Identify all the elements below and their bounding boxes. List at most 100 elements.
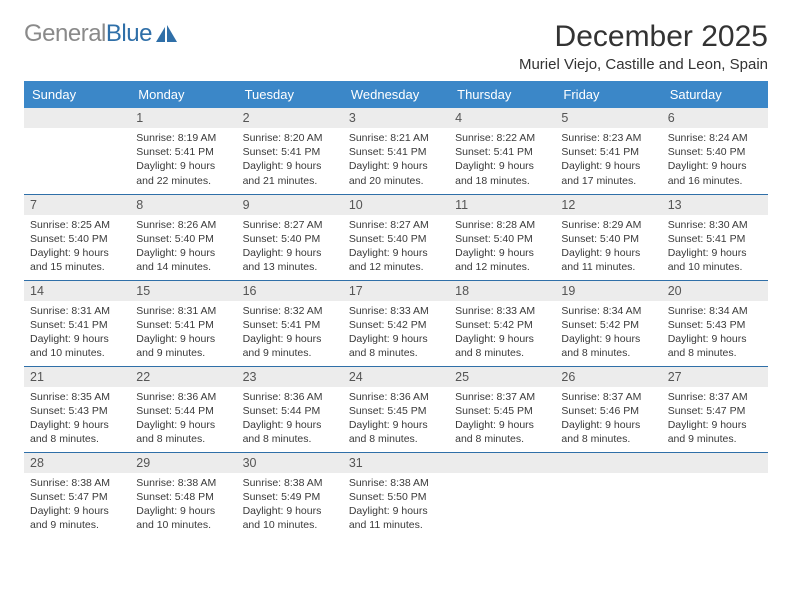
- sunset-line: Sunset: 5:41 PM: [243, 318, 337, 332]
- sunset-line: Sunset: 5:40 PM: [243, 232, 337, 246]
- day-cell: 18Sunrise: 8:33 AMSunset: 5:42 PMDayligh…: [449, 280, 555, 366]
- sunrise-line: Sunrise: 8:27 AM: [349, 218, 443, 232]
- day-number: 26: [555, 367, 661, 387]
- daylight-line: Daylight: 9 hours and 18 minutes.: [455, 159, 549, 187]
- daylight-line: Daylight: 9 hours and 8 minutes.: [455, 332, 549, 360]
- day-cell: 31Sunrise: 8:38 AMSunset: 5:50 PMDayligh…: [343, 452, 449, 538]
- sunset-line: Sunset: 5:41 PM: [136, 318, 230, 332]
- sunset-line: Sunset: 5:44 PM: [136, 404, 230, 418]
- logo-text-blue: Blue: [106, 20, 152, 48]
- daylight-line: Daylight: 9 hours and 11 minutes.: [561, 246, 655, 274]
- day-cell: 15Sunrise: 8:31 AMSunset: 5:41 PMDayligh…: [130, 280, 236, 366]
- day-info: Sunrise: 8:36 AMSunset: 5:44 PMDaylight:…: [237, 387, 343, 451]
- col-thursday: Thursday: [449, 81, 555, 108]
- week-row: 28Sunrise: 8:38 AMSunset: 5:47 PMDayligh…: [24, 452, 768, 538]
- day-info: Sunrise: 8:36 AMSunset: 5:45 PMDaylight:…: [343, 387, 449, 451]
- day-info: Sunrise: 8:38 AMSunset: 5:47 PMDaylight:…: [24, 473, 130, 537]
- logo: GeneralBlue: [24, 20, 178, 48]
- sunset-line: Sunset: 5:47 PM: [30, 490, 124, 504]
- col-friday: Friday: [555, 81, 661, 108]
- day-number: 10: [343, 195, 449, 215]
- day-info: Sunrise: 8:34 AMSunset: 5:42 PMDaylight:…: [555, 301, 661, 365]
- sunrise-line: Sunrise: 8:32 AM: [243, 304, 337, 318]
- week-row: 14Sunrise: 8:31 AMSunset: 5:41 PMDayligh…: [24, 280, 768, 366]
- day-cell: 28Sunrise: 8:38 AMSunset: 5:47 PMDayligh…: [24, 452, 130, 538]
- sunset-line: Sunset: 5:46 PM: [561, 404, 655, 418]
- day-cell: 12Sunrise: 8:29 AMSunset: 5:40 PMDayligh…: [555, 194, 661, 280]
- day-info: Sunrise: 8:36 AMSunset: 5:44 PMDaylight:…: [130, 387, 236, 451]
- daylight-line: Daylight: 9 hours and 8 minutes.: [243, 418, 337, 446]
- day-info: Sunrise: 8:23 AMSunset: 5:41 PMDaylight:…: [555, 128, 661, 192]
- day-cell: 16Sunrise: 8:32 AMSunset: 5:41 PMDayligh…: [237, 280, 343, 366]
- day-number: 16: [237, 281, 343, 301]
- col-saturday: Saturday: [662, 81, 768, 108]
- sunrise-line: Sunrise: 8:37 AM: [668, 390, 762, 404]
- day-cell: 26 Sunrise: 8:37 AMSunset: 5:46 PMDayligh…: [555, 366, 661, 452]
- day-cell: 22Sunrise: 8:36 AMSunset: 5:44 PMDayligh…: [130, 366, 236, 452]
- daylight-line: Daylight: 9 hours and 16 minutes.: [668, 159, 762, 187]
- daylight-line: Daylight: 9 hours and 17 minutes.: [561, 159, 655, 187]
- sunrise-line: Sunrise: 8:37 AM: [561, 390, 655, 404]
- day-cell: [662, 452, 768, 538]
- sunset-line: Sunset: 5:42 PM: [349, 318, 443, 332]
- daylight-line: Daylight: 9 hours and 9 minutes.: [136, 332, 230, 360]
- day-number: 27: [662, 367, 768, 387]
- sunrise-line: Sunrise: 8:25 AM: [30, 218, 124, 232]
- daylight-line: Daylight: 9 hours and 8 minutes.: [668, 332, 762, 360]
- sunset-line: Sunset: 5:41 PM: [243, 145, 337, 159]
- day-info: Sunrise: 8:19 AMSunset: 5:41 PMDaylight:…: [130, 128, 236, 192]
- day-number: 4: [449, 108, 555, 128]
- day-cell: 4Sunrise: 8:22 AMSunset: 5:41 PMDaylight…: [449, 108, 555, 194]
- sunset-line: Sunset: 5:47 PM: [668, 404, 762, 418]
- day-number: 5: [555, 108, 661, 128]
- sunrise-line: Sunrise: 8:36 AM: [243, 390, 337, 404]
- day-number: 2: [237, 108, 343, 128]
- day-number: 20: [662, 281, 768, 301]
- daylight-line: Daylight: 9 hours and 8 minutes.: [349, 332, 443, 360]
- day-number: 15: [130, 281, 236, 301]
- day-cell: 24Sunrise: 8:36 AMSunset: 5:45 PMDayligh…: [343, 366, 449, 452]
- sunrise-line: Sunrise: 8:31 AM: [30, 304, 124, 318]
- sunrise-line: Sunrise: 8:36 AM: [136, 390, 230, 404]
- day-info: Sunrise: 8:38 AMSunset: 5:50 PMDaylight:…: [343, 473, 449, 537]
- daylight-line: Daylight: 9 hours and 21 minutes.: [243, 159, 337, 187]
- day-cell: [449, 452, 555, 538]
- day-number: 25: [449, 367, 555, 387]
- day-cell: [555, 452, 661, 538]
- sunrise-line: Sunrise: 8:34 AM: [668, 304, 762, 318]
- sunrise-line: Sunrise: 8:21 AM: [349, 131, 443, 145]
- day-info: Sunrise: 8:27 AMSunset: 5:40 PMDaylight:…: [343, 215, 449, 279]
- day-cell: 8Sunrise: 8:26 AMSunset: 5:40 PMDaylight…: [130, 194, 236, 280]
- day-info: Sunrise: 8:35 AMSunset: 5:43 PMDaylight:…: [24, 387, 130, 451]
- sunset-line: Sunset: 5:44 PM: [243, 404, 337, 418]
- day-cell: 17Sunrise: 8:33 AMSunset: 5:42 PMDayligh…: [343, 280, 449, 366]
- daylight-line: Daylight: 9 hours and 8 minutes.: [561, 418, 655, 446]
- day-info: Sunrise: 8:30 AMSunset: 5:41 PMDaylight:…: [662, 215, 768, 279]
- col-sunday: Sunday: [24, 81, 130, 108]
- day-cell: [24, 108, 130, 194]
- daylight-line: Daylight: 9 hours and 9 minutes.: [243, 332, 337, 360]
- week-row: 21Sunrise: 8:35 AMSunset: 5:43 PMDayligh…: [24, 366, 768, 452]
- day-cell: 3Sunrise: 8:21 AMSunset: 5:41 PMDaylight…: [343, 108, 449, 194]
- sunset-line: Sunset: 5:42 PM: [561, 318, 655, 332]
- sunset-line: Sunset: 5:50 PM: [349, 490, 443, 504]
- sunset-line: Sunset: 5:40 PM: [349, 232, 443, 246]
- sunrise-line: Sunrise: 8:36 AM: [349, 390, 443, 404]
- sunrise-line: Sunrise: 8:19 AM: [136, 131, 230, 145]
- day-info: Sunrise: 8:22 AMSunset: 5:41 PMDaylight:…: [449, 128, 555, 192]
- sunrise-line: Sunrise: 8:37 AM: [455, 390, 549, 404]
- logo-sail-icon: [152, 20, 178, 48]
- sunset-line: Sunset: 5:41 PM: [561, 145, 655, 159]
- day-cell: 13Sunrise: 8:30 AMSunset: 5:41 PMDayligh…: [662, 194, 768, 280]
- day-number: 30: [237, 453, 343, 473]
- sunset-line: Sunset: 5:42 PM: [455, 318, 549, 332]
- day-info: Sunrise: 8:37 AMSunset: 5:47 PMDaylight:…: [662, 387, 768, 451]
- day-info: Sunrise: 8:37 AMSunset: 5:45 PMDaylight:…: [449, 387, 555, 451]
- day-cell: 20Sunrise: 8:34 AMSunset: 5:43 PMDayligh…: [662, 280, 768, 366]
- sunrise-line: Sunrise: 8:28 AM: [455, 218, 549, 232]
- day-info: Sunrise: 8:32 AMSunset: 5:41 PMDaylight:…: [237, 301, 343, 365]
- sunrise-line: Sunrise: 8:33 AM: [455, 304, 549, 318]
- sunset-line: Sunset: 5:41 PM: [668, 232, 762, 246]
- sunset-line: Sunset: 5:41 PM: [455, 145, 549, 159]
- daylight-line: Daylight: 9 hours and 8 minutes.: [455, 418, 549, 446]
